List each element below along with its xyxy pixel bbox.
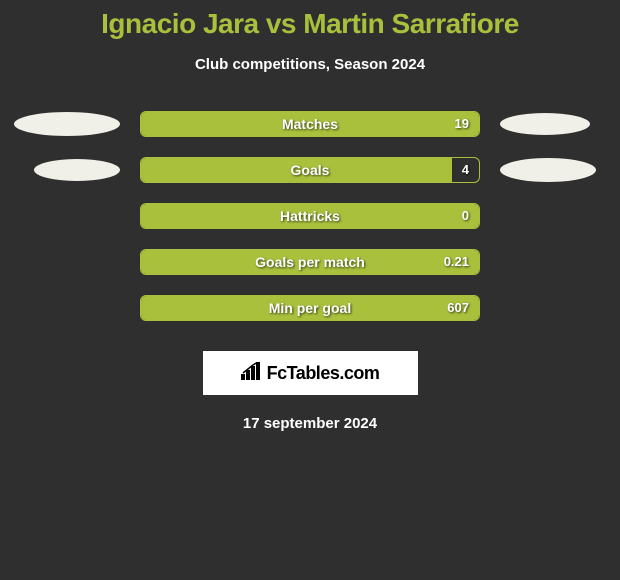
- stat-value: 4: [462, 158, 469, 182]
- stat-value: 607: [447, 296, 469, 320]
- right-ellipse: [500, 113, 590, 135]
- stat-row: Goals4: [0, 157, 620, 183]
- page-title: Ignacio Jara vs Martin Sarrafiore: [0, 8, 620, 40]
- right-ellipse: [500, 158, 596, 182]
- stat-label: Min per goal: [141, 296, 479, 320]
- date-text: 17 september 2024: [0, 415, 620, 432]
- main-container: Ignacio Jara vs Martin Sarrafiore Club c…: [0, 0, 620, 432]
- logo-box: FcTables.com: [203, 351, 418, 395]
- stat-value: 0: [462, 204, 469, 228]
- stat-value: 19: [455, 112, 469, 136]
- left-ellipse: [34, 159, 120, 181]
- stat-row: Matches19: [0, 111, 620, 137]
- stat-bar: Matches19: [140, 111, 480, 137]
- stat-bar: Hattricks0: [140, 203, 480, 229]
- subtitle: Club competitions, Season 2024: [0, 56, 620, 73]
- stat-row: Min per goal607: [0, 295, 620, 321]
- stat-row: Hattricks0: [0, 203, 620, 229]
- logo-chart-icon: [241, 362, 263, 385]
- stat-row: Goals per match0.21: [0, 249, 620, 275]
- stat-bar: Min per goal607: [140, 295, 480, 321]
- left-ellipse: [14, 112, 120, 136]
- stat-label: Matches: [141, 112, 479, 136]
- stats-area: Matches19 Goals4 Hattricks0 Goals per match…: [0, 111, 620, 321]
- stat-bar: Goals per match0.21: [140, 249, 480, 275]
- logo-text: FcTables.com: [267, 363, 380, 384]
- stat-label: Goals per match: [141, 250, 479, 274]
- stat-label: Hattricks: [141, 204, 479, 228]
- stat-bar: Goals4: [140, 157, 480, 183]
- stat-value: 0.21: [444, 250, 469, 274]
- stat-label: Goals: [141, 158, 479, 182]
